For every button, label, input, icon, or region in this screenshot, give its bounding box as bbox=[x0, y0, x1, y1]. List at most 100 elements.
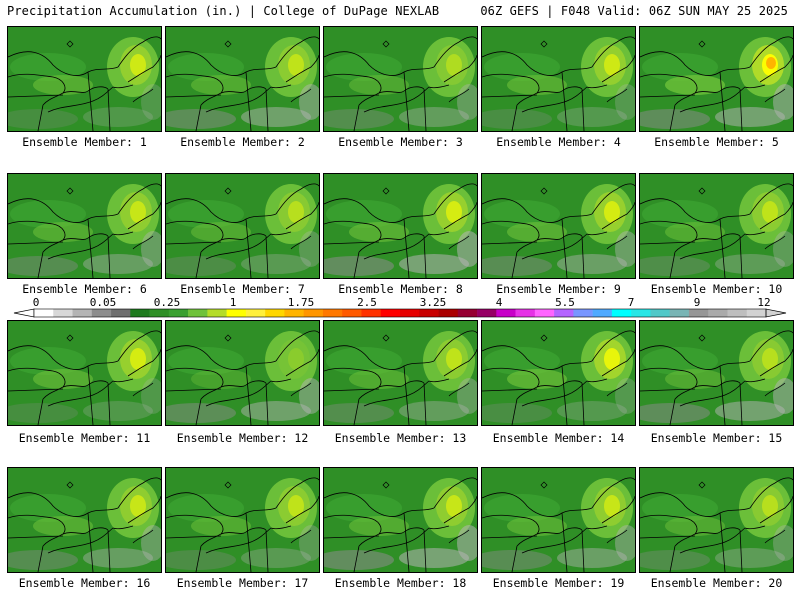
colorbar-swatch bbox=[477, 309, 497, 317]
colorbar-swatch bbox=[284, 309, 304, 317]
colorbar-swatch bbox=[534, 309, 555, 317]
colorbar-swatch bbox=[226, 309, 247, 317]
colorbar-tick-label: 3.25 bbox=[419, 296, 447, 309]
colorbar-tick-label: 7 bbox=[627, 296, 635, 309]
precip-map bbox=[166, 174, 319, 278]
ensemble-member-caption: Ensemble Member: 19 bbox=[492, 576, 625, 590]
precip-colorbar bbox=[13, 308, 787, 318]
precip-map bbox=[482, 174, 635, 278]
precip-map bbox=[640, 27, 793, 131]
ensemble-member-caption: Ensemble Member: 18 bbox=[334, 576, 467, 590]
ensemble-member-map bbox=[481, 173, 636, 279]
colorbar-swatch bbox=[207, 309, 227, 317]
colorbar-swatch bbox=[34, 309, 54, 317]
colorbar-swatch bbox=[688, 309, 709, 317]
colorbar-swatch bbox=[91, 309, 112, 317]
colorbar-tick-label: 5.5 bbox=[555, 296, 575, 309]
colorbar-swatch bbox=[650, 309, 670, 317]
ensemble-member-map bbox=[323, 26, 478, 132]
ensemble-member-caption: Ensemble Member: 16 bbox=[18, 576, 151, 590]
ensemble-member-map bbox=[639, 26, 794, 132]
ensemble-member-map bbox=[165, 26, 320, 132]
colorbar-tick-label: 1 bbox=[229, 296, 237, 309]
precip-map bbox=[482, 468, 635, 572]
ensemble-member-map bbox=[165, 320, 320, 426]
model-run-info: 06Z GEFS | F048 Valid: 06Z SUN MAY 25 20… bbox=[480, 4, 788, 18]
ensemble-member-caption: Ensemble Member: 10 bbox=[650, 282, 783, 296]
precip-map bbox=[324, 174, 477, 278]
colorbar-swatch bbox=[611, 309, 632, 317]
ensemble-member-caption: Ensemble Member: 6 bbox=[22, 282, 147, 296]
colorbar-swatch bbox=[322, 309, 343, 317]
colorbar-tick-label: 1.75 bbox=[287, 296, 315, 309]
colorbar-under-arrow bbox=[13, 308, 35, 318]
ensemble-member-caption: Ensemble Member: 9 bbox=[496, 282, 621, 296]
ensemble-member-map bbox=[639, 173, 794, 279]
colorbar-swatch bbox=[361, 309, 382, 317]
ensemble-member-map bbox=[481, 467, 636, 573]
precip-map bbox=[166, 321, 319, 425]
ensemble-member-map bbox=[7, 173, 162, 279]
colorbar-swatch bbox=[746, 309, 767, 317]
colorbar-swatch bbox=[438, 309, 459, 317]
colorbar-swatch bbox=[53, 309, 73, 317]
ensemble-member-map bbox=[323, 320, 478, 426]
ensemble-member-map bbox=[323, 467, 478, 573]
colorbar-swatch bbox=[188, 309, 208, 317]
ensemble-member-map bbox=[639, 467, 794, 573]
precip-map bbox=[640, 468, 793, 572]
colorbar-swatch bbox=[554, 309, 574, 317]
colorbar-tick-label: 12 bbox=[757, 296, 771, 309]
colorbar-swatch bbox=[342, 309, 362, 317]
ensemble-member-caption: Ensemble Member: 4 bbox=[496, 135, 621, 149]
colorbar-outline bbox=[33, 308, 767, 318]
precip-map bbox=[324, 27, 477, 131]
ensemble-member-map bbox=[165, 173, 320, 279]
colorbar-swatch bbox=[515, 309, 536, 317]
colorbar-swatch bbox=[573, 309, 593, 317]
colorbar-tick-label: 0.05 bbox=[89, 296, 117, 309]
precip-map bbox=[640, 321, 793, 425]
ensemble-member-map bbox=[165, 467, 320, 573]
precip-map bbox=[640, 174, 793, 278]
ensemble-member-map bbox=[639, 320, 794, 426]
precip-map bbox=[8, 321, 161, 425]
colorbar-swatch bbox=[496, 309, 516, 317]
colorbar-tick-label: 9 bbox=[693, 296, 701, 309]
ensemble-member-map bbox=[481, 26, 636, 132]
colorbar-swatch bbox=[149, 309, 170, 317]
ensemble-member-caption: Ensemble Member: 13 bbox=[334, 431, 467, 445]
colorbar-swatch bbox=[265, 309, 285, 317]
ensemble-member-caption: Ensemble Member: 20 bbox=[650, 576, 783, 590]
colorbar-swatch bbox=[669, 309, 690, 317]
colorbar-tick-label: 4 bbox=[495, 296, 503, 309]
precip-map bbox=[8, 27, 161, 131]
colorbar-swatch bbox=[631, 309, 651, 317]
colorbar-swatch bbox=[245, 309, 266, 317]
colorbar-tick-label: 2.5 bbox=[357, 296, 377, 309]
colorbar-swatch bbox=[168, 309, 189, 317]
ensemble-member-caption: Ensemble Member: 5 bbox=[654, 135, 779, 149]
colorbar-swatch bbox=[130, 309, 150, 317]
ensemble-member-caption: Ensemble Member: 12 bbox=[176, 431, 309, 445]
chart-title: Precipitation Accumulation (in.) | Colle… bbox=[7, 4, 440, 18]
ensemble-member-map bbox=[7, 467, 162, 573]
precip-map bbox=[8, 468, 161, 572]
precip-map bbox=[166, 468, 319, 572]
ensemble-member-caption: Ensemble Member: 15 bbox=[650, 431, 783, 445]
ensemble-member-caption: Ensemble Member: 11 bbox=[18, 431, 151, 445]
colorbar-tick-label: 0 bbox=[32, 296, 40, 309]
ensemble-member-map bbox=[7, 320, 162, 426]
precip-map bbox=[324, 468, 477, 572]
colorbar-swatch bbox=[72, 309, 93, 317]
colorbar-swatch bbox=[457, 309, 478, 317]
colorbar-swatch bbox=[111, 309, 131, 317]
colorbar-swatch bbox=[380, 309, 401, 317]
colorbar-tick-label: 0.25 bbox=[153, 296, 181, 309]
ensemble-member-caption: Ensemble Member: 17 bbox=[176, 576, 309, 590]
colorbar-swatch bbox=[708, 309, 728, 317]
colorbar-over-arrow bbox=[765, 308, 787, 318]
colorbar-swatch bbox=[727, 309, 748, 317]
ensemble-member-caption: Ensemble Member: 2 bbox=[180, 135, 305, 149]
